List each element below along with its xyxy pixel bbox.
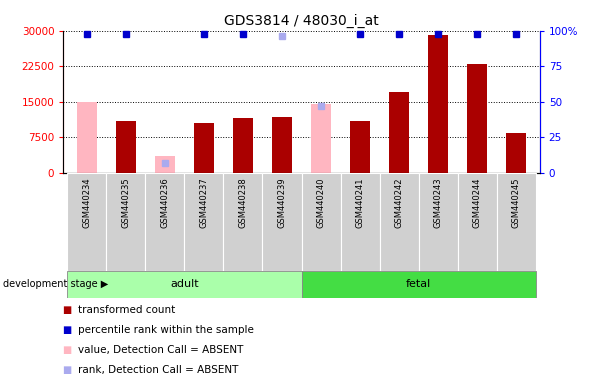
Bar [418, 173, 458, 271]
Bar [155, 156, 175, 173]
Bar [302, 173, 341, 271]
Text: GSM440235: GSM440235 [121, 178, 130, 228]
Text: GSM440236: GSM440236 [160, 178, 169, 228]
Bar [145, 173, 185, 271]
Text: percentile rank within the sample: percentile rank within the sample [78, 325, 254, 335]
Bar [380, 173, 418, 271]
Text: GSM440240: GSM440240 [317, 178, 326, 228]
Bar [233, 118, 253, 173]
Bar [77, 102, 96, 173]
Text: rank, Detection Call = ABSENT: rank, Detection Call = ABSENT [78, 365, 239, 375]
Text: ■: ■ [62, 345, 71, 355]
Text: adult: adult [170, 279, 198, 289]
Text: fetal: fetal [406, 279, 431, 289]
Bar [458, 173, 497, 271]
Text: GSM440238: GSM440238 [238, 178, 247, 228]
Bar [185, 173, 223, 271]
Text: development stage ▶: development stage ▶ [3, 279, 109, 289]
Text: GSM440234: GSM440234 [82, 178, 91, 228]
Bar [302, 271, 536, 298]
Bar [497, 173, 536, 271]
Bar [272, 117, 292, 173]
Bar [262, 173, 302, 271]
Text: transformed count: transformed count [78, 305, 175, 315]
Text: ■: ■ [62, 305, 71, 315]
Bar [194, 123, 213, 173]
Text: GSM440243: GSM440243 [434, 178, 443, 228]
Bar [467, 64, 487, 173]
Bar [428, 35, 448, 173]
Text: ■: ■ [62, 325, 71, 335]
Bar [507, 132, 526, 173]
Title: GDS3814 / 48030_i_at: GDS3814 / 48030_i_at [224, 14, 379, 28]
Bar [223, 173, 262, 271]
Text: value, Detection Call = ABSENT: value, Detection Call = ABSENT [78, 345, 244, 355]
Bar [341, 173, 380, 271]
Bar [116, 121, 136, 173]
Text: ■: ■ [62, 365, 71, 375]
Text: GSM440245: GSM440245 [512, 178, 521, 228]
Text: GSM440242: GSM440242 [394, 178, 403, 228]
Text: GSM440237: GSM440237 [200, 178, 209, 228]
Bar [106, 173, 145, 271]
Text: GSM440244: GSM440244 [473, 178, 482, 228]
Bar [67, 173, 106, 271]
Text: GSM440241: GSM440241 [356, 178, 365, 228]
Bar [67, 271, 302, 298]
Bar [311, 104, 331, 173]
Bar [350, 121, 370, 173]
Text: GSM440239: GSM440239 [277, 178, 286, 228]
Bar [390, 92, 409, 173]
